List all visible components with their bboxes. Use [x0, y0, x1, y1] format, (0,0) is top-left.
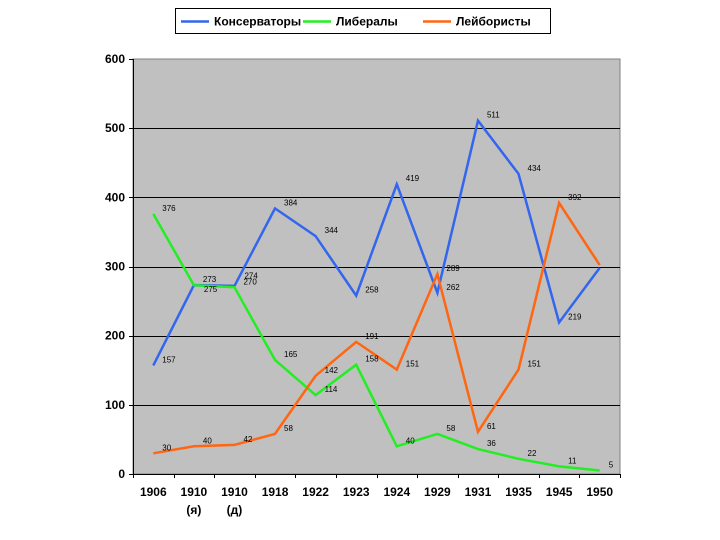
data-label-1-8: 36	[487, 439, 496, 448]
y-axis: 0 100 200 300 400 500 600	[105, 52, 134, 481]
data-label-0-5: 258	[365, 286, 379, 295]
data-label-2-2: 42	[243, 435, 252, 444]
data-label-2-7: 289	[446, 264, 460, 273]
data-label-2-1: 40	[203, 436, 212, 445]
x-axis: 1906 1910 (я) 1910 (д) 1918 1922 1923 1924 1929 19…	[133, 474, 621, 517]
data-label-1-2: 270	[243, 277, 257, 286]
x-tick-label-4: 1922	[302, 485, 329, 499]
y-tick-label-100: 100	[105, 398, 125, 412]
data-label-0-3: 384	[284, 198, 298, 207]
data-label-1-0: 376	[162, 204, 176, 213]
legend-box	[175, 8, 551, 34]
y-tick-label-600: 600	[105, 52, 125, 66]
x-tick-sublabel-2: (д)	[227, 503, 243, 517]
x-tick-label-3: 1918	[262, 485, 289, 499]
data-label-2-8: 61	[487, 422, 496, 431]
gridlines	[133, 128, 620, 406]
data-label-extra-0: 275	[204, 285, 218, 294]
x-tick-label-1: 1910	[181, 485, 208, 499]
x-tick-label-2: 1910	[221, 485, 248, 499]
x-tick-label-9: 1935	[505, 485, 532, 499]
x-tick-label-10: 1945	[546, 485, 573, 499]
legend-label-0: Консерваторы	[214, 15, 301, 29]
data-label-1-3: 165	[284, 350, 298, 359]
legend-label-1: Либералы	[336, 15, 398, 29]
data-label-0-0: 157	[162, 355, 176, 364]
y-tick-label-200: 200	[105, 329, 125, 343]
data-label-2-4: 142	[325, 366, 339, 375]
data-label-2-0: 30	[162, 443, 171, 452]
plot-area	[132, 58, 621, 475]
y-tick-label-400: 400	[105, 190, 125, 204]
legend: Консерваторы Либералы Лейбористы	[175, 8, 551, 34]
data-label-1-7: 58	[446, 424, 455, 433]
data-label-1-9: 22	[528, 449, 537, 458]
x-tick-label-11: 1950	[586, 485, 613, 499]
y-tick-label-0: 0	[118, 467, 125, 481]
y-tick-label-500: 500	[105, 121, 125, 135]
data-label-2-9: 151	[528, 360, 542, 369]
data-label-0-8: 511	[487, 111, 500, 120]
data-label-0-7: 262	[446, 283, 460, 292]
data-label-1-10: 11	[568, 456, 577, 465]
data-label-2-6: 151	[406, 360, 420, 369]
x-tick-label-0: 1906	[140, 485, 167, 499]
y-tick-label-300: 300	[105, 260, 125, 274]
data-label-1-4: 114	[325, 385, 338, 394]
data-label-2-5: 191	[365, 332, 379, 341]
data-label-1-11: 5	[609, 461, 614, 470]
series-line-1	[152, 213, 600, 472]
data-label-0-9: 434	[528, 164, 542, 173]
data-label-0-10: 219	[568, 313, 582, 322]
series-lines	[152, 117, 601, 472]
data-label-0-4: 344	[325, 226, 339, 235]
x-tick-label-5: 1923	[343, 485, 370, 499]
data-label-2-3: 58	[284, 424, 293, 433]
data-label-1-1: 273	[203, 275, 217, 284]
x-tick-label-6: 1924	[383, 485, 410, 499]
x-tick-label-8: 1931	[465, 485, 492, 499]
data-label-2-10: 392	[568, 193, 582, 202]
data-label-extra-1: 274	[244, 271, 258, 280]
x-tick-sublabel-1: (я)	[186, 503, 201, 517]
x-tick-label-7: 1929	[424, 485, 451, 499]
legend-label-2: Лейбористы	[456, 15, 531, 29]
data-label-0-6: 419	[406, 174, 420, 183]
data-label-1-6: 40	[406, 436, 415, 445]
series-line-2	[153, 199, 601, 455]
data-label-1-5: 158	[365, 355, 379, 364]
